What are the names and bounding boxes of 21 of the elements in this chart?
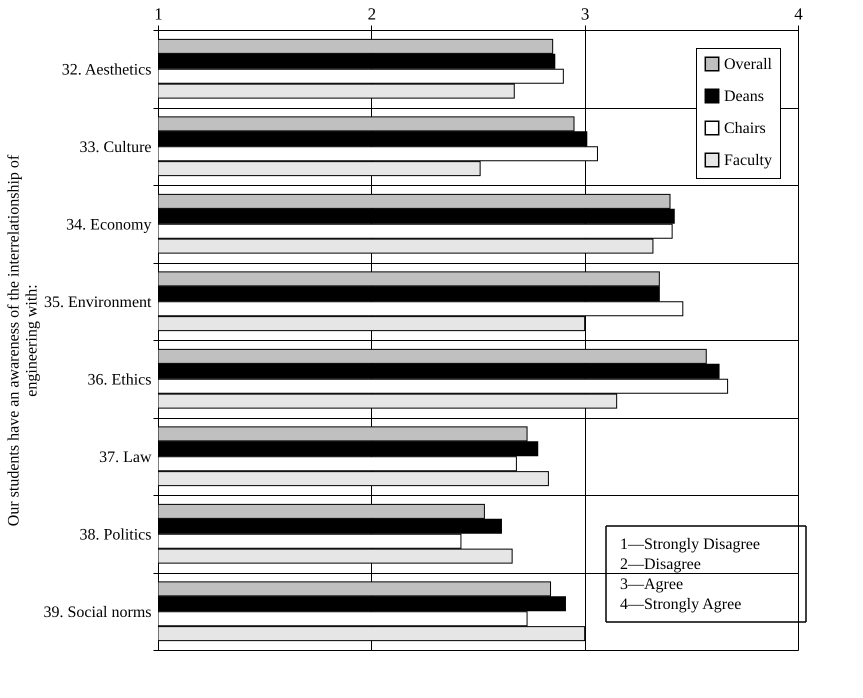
x-tick-label: 4 (794, 4, 804, 24)
annotation: 2—Disagree (620, 556, 701, 573)
y-tick-label: 35. Environment (44, 294, 152, 311)
y-tick-label: 36. Ethics (88, 371, 152, 388)
x-tick-label: 3 (580, 4, 590, 24)
legend-label: Overall (724, 56, 773, 73)
y-tick-label: 34. Economy (66, 216, 152, 234)
y-tick-label: 38. Politics (79, 526, 152, 544)
annotation: 3—Agree (620, 576, 684, 593)
y-tick-label: 39. Social norms (44, 604, 152, 621)
y-tick-label: 37. Law (99, 448, 152, 466)
legend-label: Chairs (724, 120, 766, 137)
y-tick-label: 32. Aesthetics (62, 61, 152, 78)
annotation: 1—Strongly Disagree (620, 536, 760, 553)
x-tick-label: 1 (154, 4, 163, 24)
legend-label: Deans (724, 88, 764, 105)
y-axis-title: Our students have an awareness of the interrelationship of engineering with: (6, 154, 41, 526)
legend-label: Faculty (724, 152, 772, 169)
x-tick-label: 2 (368, 4, 376, 24)
annotation: 4—Strongly Agree (620, 596, 742, 613)
y-tick-label: 33. Culture (80, 138, 152, 156)
